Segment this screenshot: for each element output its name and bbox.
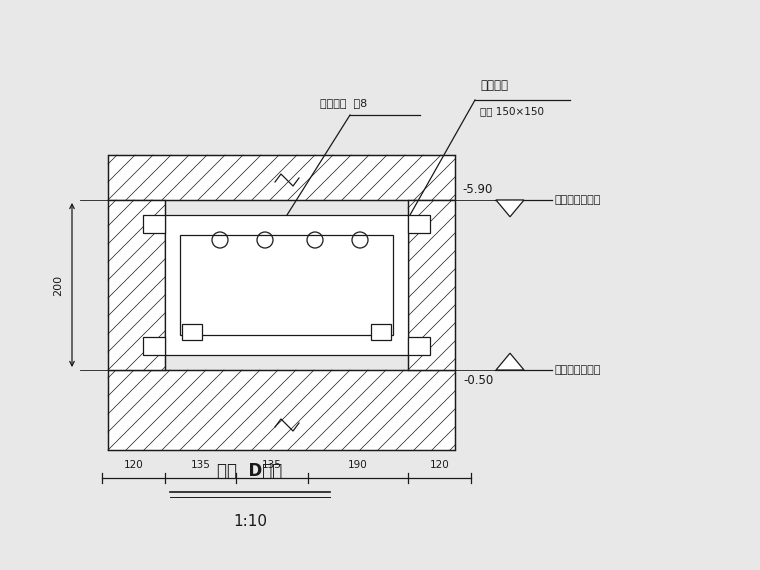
Text: 190: 190	[348, 460, 368, 470]
Text: 详图  D剪面: 详图 D剪面	[217, 462, 283, 480]
Text: 200: 200	[53, 274, 63, 296]
Bar	[143, 215, 165, 233]
Text: 120: 120	[123, 460, 143, 470]
Text: -0.50: -0.50	[463, 374, 493, 387]
Bar	[371, 324, 391, 340]
Text: 尺寸 150×150: 尺寸 150×150	[480, 106, 544, 116]
Text: 预留孔洞底标高: 预留孔洞底标高	[555, 365, 601, 375]
Bar	[408, 215, 430, 233]
Bar	[165, 215, 408, 355]
Text: 支撑槽钐  ［8: 支撑槽钐 ［8	[320, 98, 367, 108]
Text: 预埋件中心标高: 预埋件中心标高	[555, 195, 601, 205]
Polygon shape	[496, 353, 524, 370]
Bar	[108, 155, 455, 200]
Text: 120: 120	[430, 460, 450, 470]
Bar	[108, 200, 165, 370]
Text: 1:10: 1:10	[233, 514, 267, 529]
Bar	[182, 324, 202, 340]
Bar	[108, 370, 455, 450]
Bar	[408, 200, 455, 370]
Text: 预埋钐板: 预埋钐板	[480, 79, 508, 92]
Polygon shape	[496, 200, 524, 217]
Bar	[143, 337, 165, 355]
Text: 135: 135	[262, 460, 282, 470]
Bar	[180, 235, 393, 335]
Text: -5.90: -5.90	[463, 183, 493, 196]
Text: 135: 135	[191, 460, 211, 470]
Bar	[408, 337, 430, 355]
